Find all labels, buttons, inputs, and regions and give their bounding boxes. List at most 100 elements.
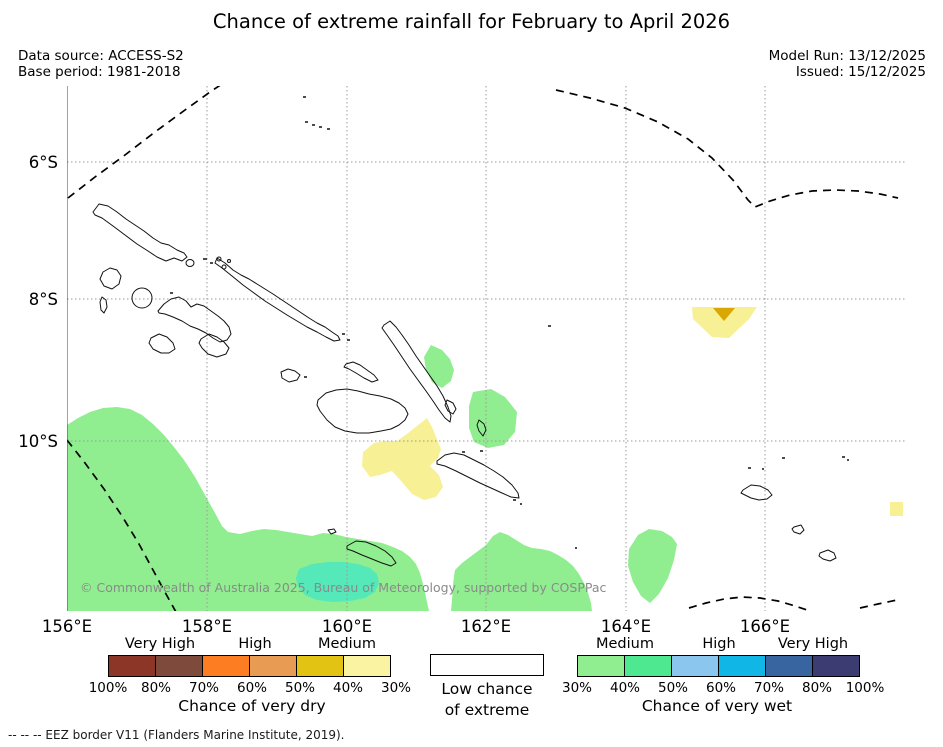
dry-category-very-high: Very High — [124, 636, 196, 652]
dry-swatch-40-30 — [343, 655, 391, 677]
eez-southwest — [67, 439, 177, 611]
dry-legend-title: Chance of very dry — [178, 697, 326, 715]
islet-dots — [170, 96, 849, 549]
low-chance-line1: Low chance — [441, 680, 533, 698]
eez-southeast-a — [688, 596, 811, 611]
island-bellona — [327, 528, 337, 535]
wet-pct-80: 80% — [801, 680, 832, 696]
island-guadalcanal — [316, 388, 409, 434]
wet-swatch-60-70 — [718, 655, 766, 677]
island-russell — [280, 368, 301, 383]
coastlines — [92, 96, 849, 567]
gridlines — [67, 86, 905, 611]
island-makira — [436, 452, 520, 499]
xtick-164e: 164°E — [600, 617, 652, 636]
region-wet30-ulawa — [469, 389, 517, 448]
xtick-166e: 166°E — [739, 617, 791, 636]
island-rennell — [346, 540, 397, 567]
dry-pct-40: 40% — [332, 680, 363, 696]
wet-swatch-40-50 — [624, 655, 672, 677]
wet-colorbar — [577, 655, 860, 677]
wet-swatch-70-80 — [765, 655, 813, 677]
map-canvas — [67, 86, 905, 611]
dry-pct-60: 60% — [236, 680, 267, 696]
model-run-label: Model Run: 13/12/2025 — [768, 48, 926, 64]
map-copyright: © Commonwealth of Australia 2025, Bureau… — [80, 580, 607, 595]
dry-colorbar — [108, 655, 391, 677]
header-left: Data source: ACCESS-S2 Base period: 1981… — [18, 48, 184, 80]
island-maramasike — [444, 399, 457, 415]
wet-pct-30: 30% — [561, 680, 592, 696]
eez-northeast — [555, 89, 899, 208]
islet-isabel-nw3 — [227, 259, 231, 263]
issued-label: Issued: 15/12/2025 — [795, 63, 926, 80]
eez-northwest — [67, 86, 221, 199]
island-wagina — [185, 259, 195, 267]
xtick-160e: 160°E — [321, 617, 373, 636]
eez-borders — [67, 86, 899, 611]
island-vanikoro — [818, 549, 837, 562]
islet-isabel-nw2 — [221, 264, 227, 270]
dry-pct-50: 50% — [284, 680, 315, 696]
island-new-georgia — [157, 296, 232, 343]
shaded-regions — [67, 307, 903, 611]
island-rendova — [148, 333, 176, 354]
ytick-6s: 6°S — [28, 153, 58, 172]
xtick-158e: 158°E — [181, 617, 233, 636]
island-utupua — [791, 524, 805, 535]
ytick-8s: 8°S — [28, 290, 58, 309]
wet-pct-100: 100% — [845, 680, 885, 696]
region-dry40-triangle — [713, 308, 735, 321]
region-dry30-northeast — [692, 307, 757, 338]
island-kolombangara — [131, 287, 153, 309]
eez-southeast-b — [859, 599, 898, 609]
dry-pct-30: 30% — [380, 680, 411, 696]
dry-pct-80: 80% — [140, 680, 171, 696]
island-vangunu — [198, 333, 230, 358]
wet-pct-50: 50% — [657, 680, 688, 696]
wet-category-medium: Medium — [596, 636, 654, 652]
island-santa-isabel — [214, 257, 341, 342]
wet-category-very-high: Very High — [777, 636, 849, 652]
region-wet30-southwest — [67, 407, 429, 611]
header-right: Model Run: 13/12/2025 Issued: 15/12/2025 — [768, 48, 926, 80]
dry-pct-100: 100% — [88, 680, 128, 696]
wet-swatch-30-40 — [577, 655, 625, 677]
dry-category-medium: Medium — [318, 636, 376, 652]
data-source-label: Data source: ACCESS-S2 — [18, 48, 184, 64]
island-ulawa — [476, 419, 487, 437]
region-wet30-malaita-coast — [424, 345, 454, 388]
wet-legend-title: Chance of very wet — [641, 697, 793, 715]
islet-isabel-nw1 — [216, 256, 222, 262]
dry-category-high: High — [238, 636, 272, 652]
island-malaita — [381, 320, 452, 423]
ytick-10s: 10°S — [18, 432, 58, 451]
region-dry30-southeast-guadalcanal — [362, 418, 443, 500]
wet-pct-40: 40% — [609, 680, 640, 696]
island-nendo — [740, 484, 773, 501]
xtick-156e: 156°E — [41, 617, 93, 636]
region-dry30-east-square — [890, 502, 903, 516]
low-chance-line2: of extreme — [444, 701, 530, 719]
eez-footnote: -- -- -- EEZ border V11 (Flanders Marine… — [8, 728, 345, 742]
island-ranongga — [99, 296, 108, 314]
region-wet40-teal — [296, 562, 379, 602]
low-chance-swatch — [430, 654, 544, 676]
wet-swatch-80-100 — [812, 655, 860, 677]
dry-swatch-50-40 — [296, 655, 344, 677]
wet-swatch-50-60 — [671, 655, 719, 677]
wet-category-high: High — [702, 636, 736, 652]
dry-pct-70: 70% — [188, 680, 219, 696]
island-choiseul — [92, 203, 188, 262]
island-florida — [343, 361, 379, 383]
island-vella-lavella — [99, 267, 122, 290]
region-wet30-south-of-makira — [628, 529, 677, 603]
region-wet30-south-central — [451, 532, 592, 611]
page-title: Chance of extreme rainfall for February … — [212, 10, 731, 33]
wet-pct-70: 70% — [753, 680, 784, 696]
dry-swatch-80-70 — [155, 655, 203, 677]
dry-swatch-60-50 — [249, 655, 297, 677]
wet-pct-60: 60% — [705, 680, 736, 696]
dry-swatch-100-80 — [108, 655, 156, 677]
